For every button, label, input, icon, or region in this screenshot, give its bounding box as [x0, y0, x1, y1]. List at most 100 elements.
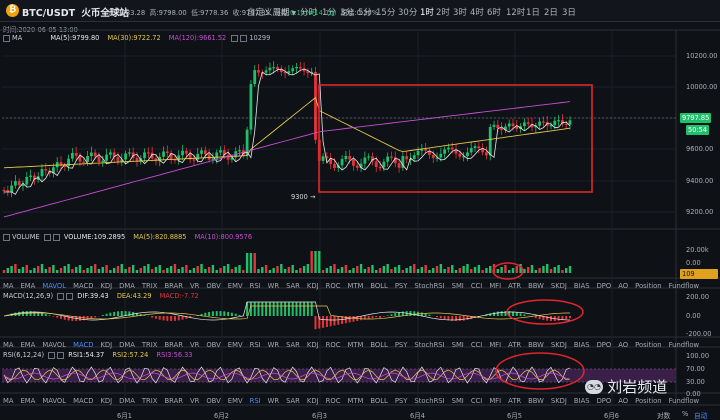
macd-tab-3[interactable]: MACD: [73, 341, 94, 349]
macd-tab-8[interactable]: VR: [189, 341, 200, 349]
ma-checkbox[interactable]: [3, 34, 10, 42]
rsi-tab-5[interactable]: DMA: [119, 397, 135, 405]
rsi-tab-4[interactable]: KDJ: [100, 397, 113, 405]
macd-tab-1[interactable]: EMA: [20, 341, 36, 349]
vol-tab-13[interactable]: SAR: [286, 282, 300, 290]
vol-tab-28[interactable]: AO: [618, 282, 629, 290]
macd-tab-0[interactable]: MA: [3, 341, 14, 349]
vol-tab-18[interactable]: PSY: [394, 282, 408, 290]
macd-tab-22[interactable]: MFI: [489, 341, 502, 349]
rsi-tab-24[interactable]: BBW: [528, 397, 544, 405]
vol-tab-4[interactable]: KDJ: [100, 282, 113, 290]
vol-tab-14[interactable]: KDJ: [306, 282, 319, 290]
macd-tab-27[interactable]: DPO: [596, 341, 612, 349]
vol-tab-11[interactable]: RSI: [249, 282, 261, 290]
timeframe-tab-9[interactable]: 4时: [470, 8, 484, 18]
macd-tab-17[interactable]: BOLL: [370, 341, 388, 349]
macd-tab-10[interactable]: EMV: [227, 341, 243, 349]
rsi-tab-11[interactable]: RSI: [249, 397, 261, 405]
rsi-tab-16[interactable]: MTM: [347, 397, 364, 405]
vol-tab-3[interactable]: MACD: [73, 282, 94, 290]
vol-tab-29[interactable]: Position: [635, 282, 662, 290]
rsi-tab-3[interactable]: MACD: [73, 397, 94, 405]
macd-settings-icon[interactable]: [57, 292, 65, 300]
vol-tab-15[interactable]: ROC: [325, 282, 341, 290]
auto-scale-toggle[interactable]: 自动: [694, 412, 708, 420]
timeframe-tab-6[interactable]: 1时: [420, 8, 434, 18]
vol-tab-21[interactable]: CCI: [470, 282, 483, 290]
vol-tab-30[interactable]: Fundflow: [668, 282, 700, 290]
vol-tab-23[interactable]: ATR: [508, 282, 522, 290]
rsi-settings-icon[interactable]: [48, 351, 56, 359]
custom-period-dropdown[interactable]: 自定义周期 ▼: [247, 8, 297, 18]
macd-tab-6[interactable]: TRIX: [141, 341, 158, 349]
rsi-tab-20[interactable]: SMI: [451, 397, 464, 405]
rsi-tab-15[interactable]: ROC: [325, 397, 341, 405]
ma-settings-icon[interactable]: [231, 34, 239, 42]
vol-tab-10[interactable]: EMV: [227, 282, 243, 290]
rsi-tab-18[interactable]: PSY: [394, 397, 408, 405]
timeframe-tab-0[interactable]: 分时: [300, 8, 318, 18]
rsi-tab-6[interactable]: TRIX: [141, 397, 158, 405]
vol-tab-9[interactable]: OBV: [206, 282, 221, 290]
vol-tab-16[interactable]: MTM: [347, 282, 364, 290]
macd-tab-9[interactable]: OBV: [206, 341, 221, 349]
percent-scale-toggle[interactable]: %: [682, 410, 689, 418]
timeframe-tab-7[interactable]: 2时: [436, 8, 450, 18]
macd-tab-19[interactable]: StochRSI: [414, 341, 445, 349]
rsi-tab-30[interactable]: Fundflow: [668, 397, 700, 405]
macd-tab-4[interactable]: KDJ: [100, 341, 113, 349]
macd-tab-7[interactable]: BRAR: [164, 341, 183, 349]
timeframe-tab-4[interactable]: 15分: [376, 8, 396, 18]
volume-settings-icon[interactable]: [43, 233, 51, 241]
macd-close-icon[interactable]: [66, 292, 74, 300]
log-scale-toggle[interactable]: 对数: [657, 412, 671, 420]
macd-tab-11[interactable]: RSI: [249, 341, 261, 349]
vol-tab-7[interactable]: BRAR: [164, 282, 183, 290]
rsi-tab-19[interactable]: StochRSI: [414, 397, 445, 405]
timeframe-tab-11[interactable]: 12时: [506, 8, 526, 18]
vol-tab-12[interactable]: WR: [267, 282, 280, 290]
rsi-tab-23[interactable]: ATR: [508, 397, 522, 405]
rsi-tab-26[interactable]: BIAS: [573, 397, 590, 405]
timeframe-tab-13[interactable]: 2日: [544, 8, 558, 18]
vol-tab-1[interactable]: EMA: [20, 282, 36, 290]
macd-tab-26[interactable]: BIAS: [573, 341, 590, 349]
rsi-tab-27[interactable]: DPO: [596, 397, 612, 405]
rsi-tab-13[interactable]: SAR: [286, 397, 300, 405]
macd-tab-30[interactable]: Fundflow: [668, 341, 700, 349]
macd-tab-14[interactable]: KDJ: [306, 341, 319, 349]
rsi-tab-22[interactable]: MFI: [489, 397, 502, 405]
vol-tab-26[interactable]: BIAS: [573, 282, 590, 290]
rsi-tab-17[interactable]: BOLL: [370, 397, 388, 405]
timeframe-tab-2[interactable]: 3分: [340, 8, 354, 18]
symbol-title[interactable]: BTC/USDT 火币全球站: [22, 5, 129, 19]
vol-tab-20[interactable]: SMI: [451, 282, 464, 290]
rsi-tab-28[interactable]: AO: [618, 397, 629, 405]
vol-tab-24[interactable]: BBW: [528, 282, 544, 290]
macd-tab-2[interactable]: MAVOL: [42, 341, 67, 349]
ma-close-icon[interactable]: [240, 34, 248, 42]
volume-close-icon[interactable]: [52, 233, 60, 241]
macd-tab-12[interactable]: WR: [267, 341, 280, 349]
vol-tab-27[interactable]: DPO: [596, 282, 612, 290]
rsi-tab-2[interactable]: MAVOL: [42, 397, 67, 405]
vol-tab-6[interactable]: TRIX: [141, 282, 158, 290]
vol-tab-17[interactable]: BOLL: [370, 282, 388, 290]
rsi-tab-21[interactable]: CCI: [470, 397, 483, 405]
macd-tab-5[interactable]: DMA: [119, 341, 135, 349]
rsi-tab-7[interactable]: BRAR: [164, 397, 183, 405]
macd-tab-13[interactable]: SAR: [286, 341, 300, 349]
macd-tab-25[interactable]: SKDJ: [550, 341, 567, 349]
rsi-close-icon[interactable]: [57, 351, 65, 359]
macd-tab-23[interactable]: ATR: [508, 341, 522, 349]
macd-tab-18[interactable]: PSY: [394, 341, 408, 349]
vol-tab-22[interactable]: MFI: [489, 282, 502, 290]
timeframe-tab-1[interactable]: 1分: [322, 8, 336, 18]
rsi-tab-8[interactable]: VR: [189, 397, 200, 405]
vol-tab-0[interactable]: MA: [3, 282, 14, 290]
macd-tab-15[interactable]: ROC: [325, 341, 341, 349]
macd-tab-24[interactable]: BBW: [528, 341, 544, 349]
vol-tab-5[interactable]: DMA: [119, 282, 135, 290]
rsi-tab-25[interactable]: SKDJ: [550, 397, 567, 405]
